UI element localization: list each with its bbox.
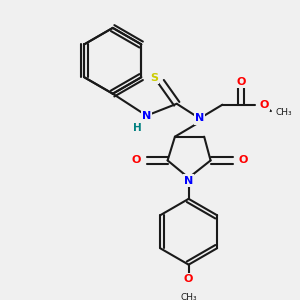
- Text: N: N: [142, 111, 151, 121]
- Text: H: H: [133, 124, 142, 134]
- Text: O: O: [132, 155, 141, 165]
- Text: O: O: [236, 77, 245, 87]
- Text: O: O: [184, 274, 193, 284]
- Text: CH₃: CH₃: [275, 108, 292, 117]
- Text: N: N: [184, 176, 193, 186]
- Text: N: N: [195, 113, 204, 123]
- Text: CH₃: CH₃: [180, 293, 197, 300]
- Text: O: O: [239, 155, 248, 165]
- Text: S: S: [150, 73, 158, 83]
- Text: O: O: [259, 100, 268, 110]
